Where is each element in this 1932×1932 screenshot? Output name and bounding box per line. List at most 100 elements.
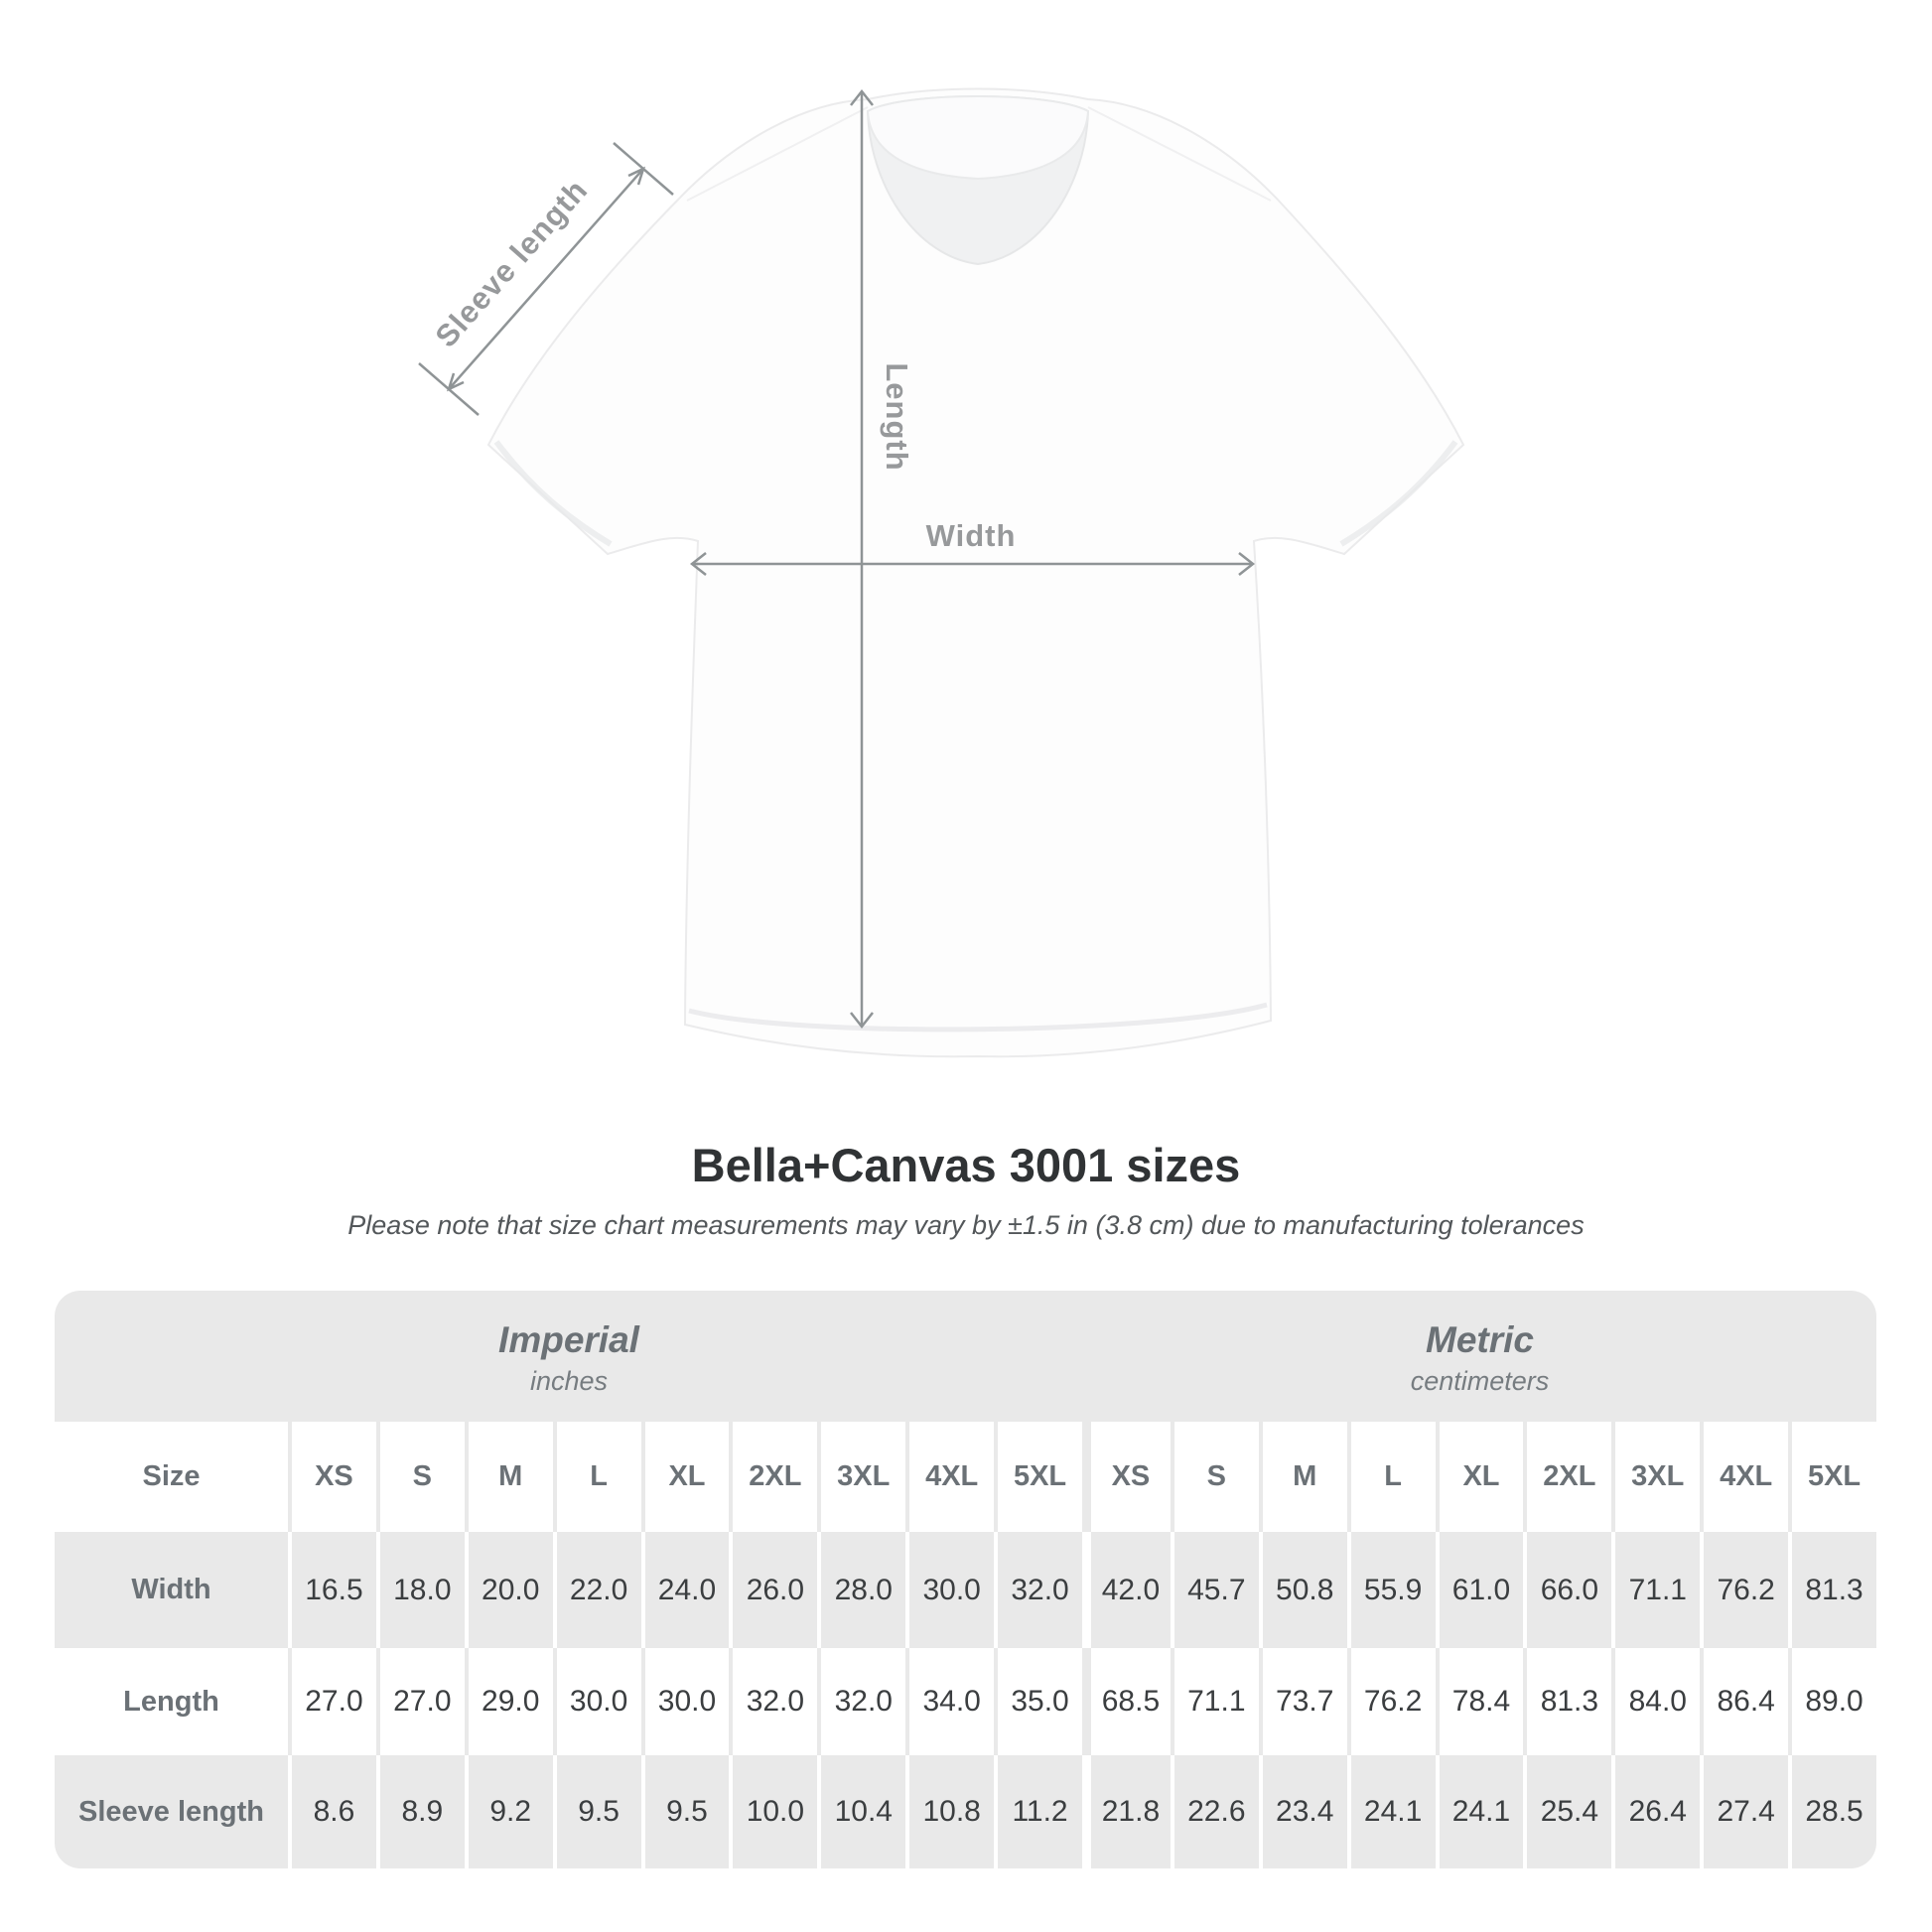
- imperial-header: Imperial inches: [55, 1291, 1083, 1422]
- sleeve-2xl-in: 10.0: [729, 1755, 817, 1868]
- collar-band: [866, 95, 1090, 181]
- length-m-cm: 73.7: [1258, 1648, 1347, 1755]
- sleeve-m-cm: 23.4: [1258, 1755, 1347, 1868]
- size-col: 5XL: [994, 1422, 1082, 1532]
- width-xs-cm: 42.0: [1081, 1532, 1171, 1648]
- shoulder-seam-left: [686, 106, 869, 202]
- length-s-cm: 71.1: [1170, 1648, 1259, 1755]
- sleeve-xs-in: 8.6: [288, 1755, 376, 1868]
- width-2xl-cm: 66.0: [1523, 1532, 1611, 1648]
- width-m-in: 20.0: [464, 1532, 553, 1648]
- width-dimension-line: [689, 552, 1256, 576]
- width-2xl-in: 26.0: [729, 1532, 817, 1648]
- sleeve-xl-cm: 24.1: [1435, 1755, 1524, 1868]
- length-l-in: 30.0: [552, 1648, 641, 1755]
- length-row: Length 27.0 27.0 29.0 30.0 30.0 32.0 32.…: [55, 1648, 1876, 1755]
- tshirt-graphic: [486, 87, 1465, 1058]
- width-row: Width 16.5 18.0 20.0 22.0 24.0 26.0 28.0…: [55, 1532, 1876, 1648]
- sleeve-s-cm: 22.6: [1170, 1755, 1259, 1868]
- cuff-seam-right: [1339, 440, 1458, 547]
- width-5xl-cm: 81.3: [1788, 1532, 1876, 1648]
- size-col: M: [1258, 1422, 1347, 1532]
- length-xl-in: 30.0: [640, 1648, 730, 1755]
- sleeve-3xl-cm: 26.4: [1611, 1755, 1700, 1868]
- size-col: 2XL: [729, 1422, 817, 1532]
- width-3xl-in: 28.0: [817, 1532, 905, 1648]
- sleeve-length-row: Sleeve length 8.6 8.9 9.2 9.5 9.5 10.0 1…: [55, 1755, 1876, 1868]
- metric-unit: centimeters: [1410, 1366, 1550, 1396]
- length-s-in: 27.0: [375, 1648, 465, 1755]
- metric-header: Metric centimeters: [1083, 1291, 1876, 1422]
- width-xl-in: 24.0: [640, 1532, 730, 1648]
- length-3xl-in: 32.0: [817, 1648, 905, 1755]
- width-xs-in: 16.5: [288, 1532, 376, 1648]
- page-title: Bella+Canvas 3001 sizes: [691, 1139, 1241, 1191]
- size-col: M: [464, 1422, 553, 1532]
- tshirt-diagram: Sleeve length Length Width: [418, 87, 1465, 1058]
- width-3xl-cm: 71.1: [1611, 1532, 1700, 1648]
- size-col: XS: [1081, 1422, 1171, 1532]
- width-l-cm: 55.9: [1346, 1532, 1436, 1648]
- size-col: XL: [1435, 1422, 1524, 1532]
- sleeve-xs-cm: 21.8: [1081, 1755, 1171, 1868]
- sleeve-s-in: 8.9: [375, 1755, 465, 1868]
- imperial-unit: inches: [529, 1366, 609, 1396]
- width-label: Width: [926, 518, 1017, 553]
- sleeve-xl-in: 9.5: [640, 1755, 730, 1868]
- sleeve-5xl-in: 11.2: [994, 1755, 1082, 1868]
- size-col: 4XL: [1700, 1422, 1788, 1532]
- row-label: Width: [131, 1574, 211, 1605]
- row-label: Sleeve length: [78, 1795, 264, 1828]
- sleeve-4xl-in: 10.8: [905, 1755, 994, 1868]
- width-4xl-cm: 76.2: [1700, 1532, 1788, 1648]
- size-header-cell: Size: [142, 1460, 201, 1492]
- length-xs-in: 27.0: [288, 1648, 376, 1755]
- length-5xl-cm: 89.0: [1788, 1648, 1876, 1755]
- size-col: XS: [288, 1422, 376, 1532]
- width-s-in: 18.0: [375, 1532, 465, 1648]
- sleeve-3xl-in: 10.4: [817, 1755, 905, 1868]
- length-2xl-in: 32.0: [729, 1648, 817, 1755]
- width-4xl-in: 30.0: [905, 1532, 994, 1648]
- sleeve-l-in: 9.5: [552, 1755, 641, 1868]
- length-l-cm: 76.2: [1346, 1648, 1436, 1755]
- length-4xl-in: 34.0: [905, 1648, 994, 1755]
- imperial-label: Imperial: [498, 1319, 639, 1360]
- size-header-row: Size XS S M L XL 2XL 3XL 4XL 5XL XS S M …: [55, 1422, 1876, 1532]
- size-col: XL: [640, 1422, 730, 1532]
- shoulder-seam-right: [1087, 106, 1272, 202]
- width-l-in: 22.0: [552, 1532, 641, 1648]
- size-col: 3XL: [1611, 1422, 1700, 1532]
- length-xs-cm: 68.5: [1081, 1648, 1171, 1755]
- unit-group-header: Imperial inches Metric centimeters: [55, 1291, 1876, 1422]
- sleeve-dimension-line: [418, 142, 674, 416]
- length-2xl-cm: 81.3: [1523, 1648, 1611, 1755]
- tolerance-note: Please note that size chart measurements…: [347, 1210, 1585, 1240]
- row-label: Length: [123, 1685, 219, 1718]
- width-m-cm: 50.8: [1258, 1532, 1347, 1648]
- width-5xl-in: 32.0: [994, 1532, 1082, 1648]
- sleeve-2xl-cm: 25.4: [1523, 1755, 1611, 1868]
- width-s-cm: 45.7: [1170, 1532, 1259, 1648]
- sleeve-m-in: 9.2: [464, 1755, 553, 1868]
- length-3xl-cm: 84.0: [1611, 1648, 1700, 1755]
- size-col: S: [375, 1422, 465, 1532]
- size-col: L: [1346, 1422, 1436, 1532]
- size-col: 2XL: [1523, 1422, 1611, 1532]
- size-table: Imperial inches Metric centimeters Size …: [55, 1291, 1876, 1868]
- width-xl-cm: 61.0: [1435, 1532, 1524, 1648]
- hem-seam: [688, 1002, 1268, 1033]
- length-dimension-line: [850, 88, 874, 1030]
- length-xl-cm: 78.4: [1435, 1648, 1524, 1755]
- sleeve-l-cm: 24.1: [1346, 1755, 1436, 1868]
- size-col: L: [552, 1422, 641, 1532]
- size-col: 3XL: [817, 1422, 905, 1532]
- size-col: 5XL: [1788, 1422, 1876, 1532]
- length-label: Length: [880, 362, 914, 471]
- sleeve-5xl-cm: 28.5: [1788, 1755, 1876, 1868]
- sleeve-4xl-cm: 27.4: [1700, 1755, 1788, 1868]
- size-col: 4XL: [905, 1422, 994, 1532]
- length-5xl-in: 35.0: [994, 1648, 1082, 1755]
- cuff-seam-left: [493, 440, 613, 547]
